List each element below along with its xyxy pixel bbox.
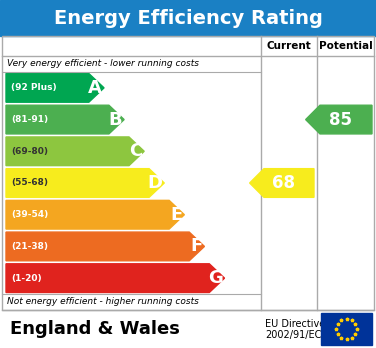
Text: A: A — [88, 79, 102, 97]
Bar — [2, 36, 374, 310]
Text: EU Directive: EU Directive — [265, 319, 325, 329]
Polygon shape — [6, 73, 104, 102]
Polygon shape — [6, 232, 205, 261]
Text: B: B — [109, 111, 122, 128]
Text: (69-80): (69-80) — [11, 147, 48, 156]
Text: (39-54): (39-54) — [11, 210, 48, 219]
Text: 68: 68 — [272, 174, 295, 192]
Polygon shape — [6, 200, 184, 229]
Polygon shape — [6, 169, 164, 197]
Text: F: F — [190, 237, 202, 255]
Polygon shape — [6, 137, 144, 166]
Text: Potential: Potential — [318, 41, 372, 51]
Polygon shape — [250, 169, 314, 197]
Bar — [0, 0, 376, 36]
Text: (1-20): (1-20) — [11, 274, 42, 283]
Text: 2002/91/EC: 2002/91/EC — [265, 330, 321, 340]
Text: 85: 85 — [329, 111, 352, 128]
Text: D: D — [147, 174, 162, 192]
Text: E: E — [170, 206, 182, 224]
Text: C: C — [129, 142, 142, 160]
Text: England & Wales: England & Wales — [10, 320, 180, 338]
Bar — [321, 313, 372, 345]
Polygon shape — [306, 105, 372, 134]
Text: Very energy efficient - lower running costs: Very energy efficient - lower running co… — [7, 60, 199, 69]
Text: (81-91): (81-91) — [11, 115, 48, 124]
Text: Not energy efficient - higher running costs: Not energy efficient - higher running co… — [7, 298, 199, 307]
Text: Energy Efficiency Rating: Energy Efficiency Rating — [53, 8, 323, 27]
Polygon shape — [6, 264, 224, 293]
Polygon shape — [6, 105, 124, 134]
Text: G: G — [208, 269, 223, 287]
Text: (92 Plus): (92 Plus) — [11, 84, 57, 92]
Text: Current: Current — [267, 41, 311, 51]
Text: (55-68): (55-68) — [11, 179, 48, 188]
Text: (21-38): (21-38) — [11, 242, 48, 251]
